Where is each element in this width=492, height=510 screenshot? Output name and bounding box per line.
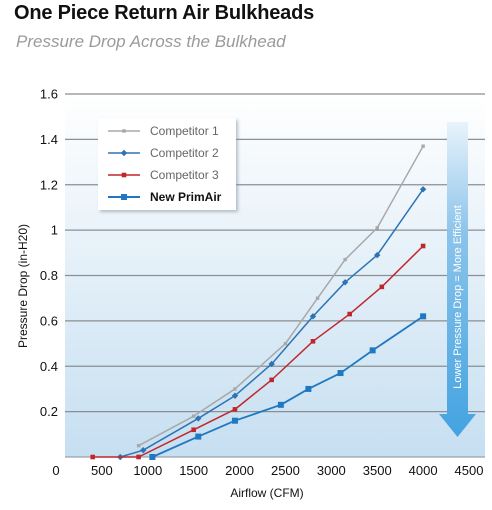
data-point bbox=[90, 454, 96, 460]
data-point bbox=[419, 186, 427, 193]
data-point bbox=[283, 341, 288, 346]
series-lines bbox=[90, 144, 427, 461]
data-point bbox=[305, 385, 312, 392]
data-point bbox=[233, 387, 237, 391]
data-point bbox=[374, 251, 381, 259]
data-point bbox=[231, 417, 238, 424]
data-point bbox=[231, 392, 239, 399]
efficiency-arrow-shape bbox=[439, 122, 476, 437]
y-axis-label: Pressure Drop (in-H20) bbox=[16, 224, 30, 348]
series-line bbox=[152, 315, 424, 458]
data-point bbox=[309, 313, 317, 320]
legend-label: New PrimAir bbox=[150, 190, 222, 204]
data-point bbox=[191, 414, 196, 418]
x-tick-label: 2000 bbox=[225, 463, 254, 478]
series-new-primair bbox=[149, 313, 427, 460]
data-point bbox=[369, 347, 376, 354]
y-tick-label: 1.2 bbox=[40, 177, 58, 192]
data-point bbox=[149, 454, 156, 460]
data-point bbox=[139, 446, 147, 454]
data-point bbox=[195, 433, 202, 440]
data-point bbox=[379, 284, 385, 290]
legend-label: Competitor 1 bbox=[150, 124, 219, 138]
x-tick-label: 3500 bbox=[363, 463, 392, 478]
y-tick-label: 0.4 bbox=[40, 359, 58, 374]
efficiency-arrow-label: Lower Pressure Drop = More Efficient bbox=[452, 205, 464, 389]
x-tick-label: 1000 bbox=[133, 463, 162, 478]
data-point bbox=[191, 427, 196, 433]
y-tick-label: 1.6 bbox=[40, 87, 58, 102]
data-point bbox=[315, 296, 320, 300]
series-line bbox=[138, 145, 424, 447]
x-tick-label: 4500 bbox=[455, 463, 484, 478]
legend: Competitor 1 Competitor 2 Competitor 3 New … bbox=[98, 118, 236, 210]
y-tick-label: 1 bbox=[51, 223, 58, 238]
legend-marker bbox=[121, 194, 127, 200]
data-point bbox=[269, 377, 274, 383]
data-point bbox=[337, 370, 344, 377]
data-point bbox=[232, 407, 238, 412]
data-point bbox=[268, 360, 275, 368]
data-point bbox=[136, 443, 141, 448]
x-tick-label: 3000 bbox=[317, 463, 346, 478]
x-axis-label: Airflow (CFM) bbox=[230, 486, 303, 500]
data-point bbox=[136, 454, 141, 460]
data-point bbox=[277, 401, 284, 408]
x-tick-label: 1500 bbox=[179, 463, 208, 478]
series-competitor-2 bbox=[117, 186, 427, 461]
x-tick-label: 500 bbox=[91, 463, 113, 478]
legend-label: Competitor 3 bbox=[150, 168, 219, 182]
data-point bbox=[195, 415, 202, 422]
efficiency-arrow: Lower Pressure Drop = More Efficient bbox=[439, 122, 476, 437]
series-competitor-3 bbox=[90, 243, 426, 460]
data-point bbox=[343, 257, 347, 262]
series-competitor-1 bbox=[136, 144, 425, 448]
y-axis-ticks: 0.2 0.4 0.6 0.8 1 1.2 1.4 1.6 bbox=[40, 87, 58, 420]
data-point bbox=[420, 313, 427, 320]
data-point bbox=[420, 243, 426, 249]
x-tick-label: 4000 bbox=[409, 463, 438, 478]
chart-title: One Piece Return Air Bulkheads bbox=[14, 2, 315, 24]
x-tick-label: 2500 bbox=[271, 463, 300, 478]
y-tick-label: 1.4 bbox=[40, 132, 58, 147]
data-point bbox=[375, 226, 379, 230]
data-point bbox=[347, 311, 352, 317]
legend-marker bbox=[122, 129, 126, 133]
x-axis-ticks: 0 500 1000 1500 2000 2500 3000 3500 4000 4500 bbox=[52, 463, 483, 478]
y-tick-label: 0.2 bbox=[40, 404, 58, 419]
legend-label: Competitor 2 bbox=[150, 146, 219, 160]
legend-marker bbox=[120, 149, 128, 157]
data-point bbox=[310, 338, 316, 344]
y-tick-label: 0.8 bbox=[40, 268, 58, 283]
data-point bbox=[421, 144, 425, 148]
legend-marker bbox=[121, 172, 127, 178]
x-tick-label: 0 bbox=[52, 463, 59, 478]
data-point bbox=[341, 279, 349, 286]
y-tick-label: 0.6 bbox=[40, 313, 58, 328]
chart-subtitle: Pressure Drop Across the Bulkhead bbox=[16, 32, 286, 51]
